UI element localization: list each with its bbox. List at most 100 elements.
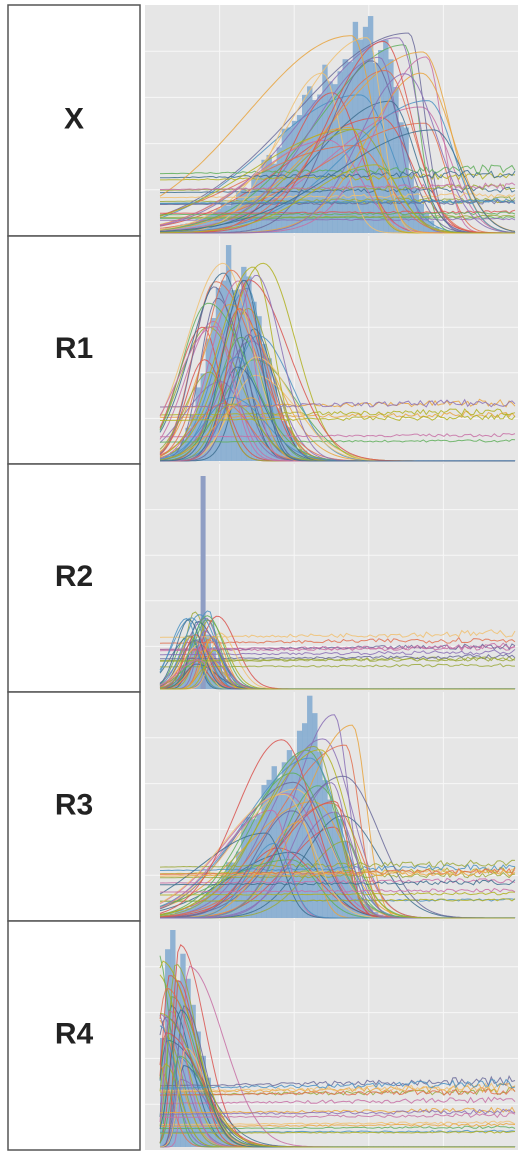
histogram-bar xyxy=(236,851,242,918)
histogram-bar xyxy=(357,897,364,918)
histogram-bar xyxy=(337,818,343,918)
histogram-bar xyxy=(231,1139,237,1147)
fitted-curve xyxy=(160,209,516,214)
fitted-curve xyxy=(160,863,516,872)
histogram-bar xyxy=(195,900,201,918)
fitted-curve xyxy=(159,116,515,234)
panel-label: R3 xyxy=(55,788,93,821)
fitted-curve xyxy=(160,657,516,662)
fitted-curve xyxy=(159,629,516,639)
fitted-curve xyxy=(160,1122,516,1127)
label-box xyxy=(7,463,141,693)
histogram-bar xyxy=(271,163,277,233)
histogram-bar xyxy=(195,387,201,461)
fitted-curve xyxy=(159,859,516,868)
histogram-bar xyxy=(220,875,227,918)
histogram-bar xyxy=(327,799,333,918)
panel: R3 xyxy=(7,691,518,922)
histogram-bar xyxy=(215,1112,222,1147)
histogram-bar xyxy=(220,1124,227,1147)
histogram-bar xyxy=(378,50,384,233)
histogram-bar xyxy=(423,213,430,233)
fitted-curve xyxy=(159,749,515,919)
histogram-bar xyxy=(210,211,217,233)
fitted-curve xyxy=(160,217,516,221)
fitted-curve xyxy=(159,960,515,1148)
fitted-curve xyxy=(160,211,516,216)
histogram-bar xyxy=(403,127,409,233)
histogram-bar xyxy=(246,817,252,918)
fitted-curve xyxy=(160,214,516,218)
histogram-bar xyxy=(393,86,399,233)
histogram-bar xyxy=(281,128,288,233)
histogram-bar xyxy=(225,862,232,918)
histogram-bar xyxy=(210,887,217,918)
fitted-curve xyxy=(160,891,516,896)
fitted-curve xyxy=(160,183,516,191)
histogram-bar xyxy=(261,785,267,918)
histogram-bar xyxy=(266,358,272,461)
label-box xyxy=(7,235,141,465)
histogram-bar xyxy=(291,120,298,233)
histogram-bar xyxy=(302,94,308,233)
histogram-bar xyxy=(413,187,419,233)
histogram-bar xyxy=(307,86,313,234)
fitted-curve xyxy=(160,649,516,656)
fitted-curve xyxy=(160,898,516,902)
fitted-curve xyxy=(160,169,516,179)
histogram-bar xyxy=(317,94,323,233)
panel-label: R1 xyxy=(55,332,93,365)
fitted-curve xyxy=(160,192,516,199)
histogram-bar xyxy=(367,16,374,233)
fitted-curve xyxy=(160,438,516,443)
histogram-bar xyxy=(266,779,272,918)
histogram-bar xyxy=(185,978,191,1147)
fitted-curve xyxy=(160,69,515,234)
histogram-bar xyxy=(215,209,222,233)
panel: R4 xyxy=(7,920,518,1151)
histogram-bar xyxy=(256,316,262,461)
fitted-curve xyxy=(159,1112,516,1119)
fitted-curve xyxy=(160,198,516,204)
fitted-curve xyxy=(160,182,516,191)
fitted-curve xyxy=(159,1125,516,1130)
fitted-curve xyxy=(160,1074,516,1087)
fitted-curve xyxy=(160,649,515,690)
histogram-bar xyxy=(251,301,257,461)
panel: X xyxy=(7,4,518,237)
fitted-curve xyxy=(160,100,516,234)
histogram-bar xyxy=(296,115,303,233)
fitted-curve xyxy=(160,653,516,660)
fitted-curve xyxy=(160,1078,516,1089)
histogram-bar xyxy=(205,891,212,918)
fitted-curve xyxy=(160,73,516,234)
fitted-curve xyxy=(160,1086,516,1096)
fitted-curve xyxy=(160,413,516,422)
fitted-curve xyxy=(160,1082,516,1092)
histogram-bar xyxy=(337,71,343,233)
histogram-bar xyxy=(286,427,293,461)
histogram-bar xyxy=(205,338,212,461)
histogram-bar xyxy=(261,159,267,233)
histogram-bar xyxy=(175,980,181,1147)
fitted-curve xyxy=(159,775,515,919)
histogram-bar xyxy=(225,679,232,689)
histogram-bar xyxy=(352,21,359,234)
fitted-curve xyxy=(159,887,516,893)
panel-label: X xyxy=(64,102,84,135)
fitted-curve xyxy=(160,408,516,416)
fitted-curve xyxy=(160,663,515,668)
histogram-bar xyxy=(388,59,394,233)
histogram-bar xyxy=(296,730,303,918)
histogram-bar xyxy=(205,215,212,233)
fitted-curve xyxy=(160,40,515,234)
panel: R2 xyxy=(7,463,518,693)
histogram-bar xyxy=(195,219,201,233)
histogram-bar xyxy=(190,1004,196,1147)
fitted-curve xyxy=(160,1108,516,1115)
histogram-bar xyxy=(200,476,206,689)
fitted-curve xyxy=(159,129,516,232)
fitted-curve xyxy=(160,869,516,877)
